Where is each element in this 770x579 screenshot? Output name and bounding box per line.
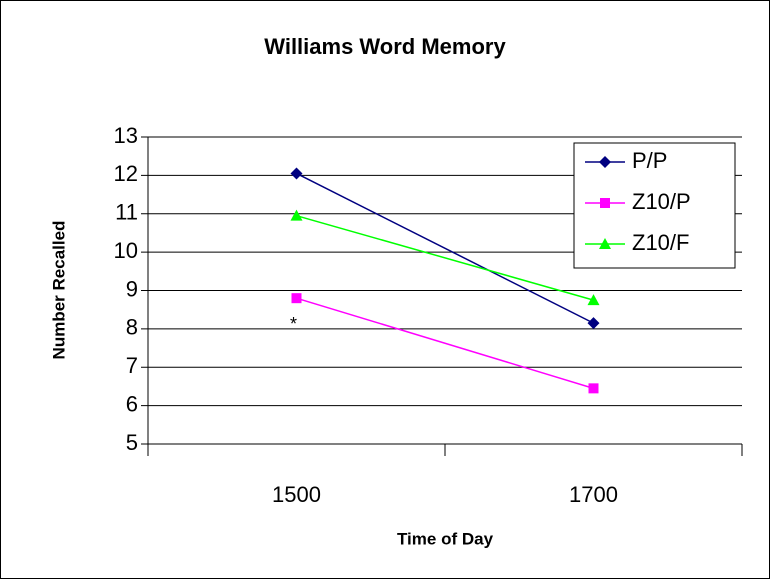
- y-tick-label: 11: [115, 200, 138, 225]
- y-tick-label: 5: [126, 430, 138, 455]
- y-axis-title: Number Recalled: [49, 221, 68, 360]
- marker: [588, 383, 599, 394]
- x-axis-title: Time of Day: [397, 529, 494, 548]
- series-line: [296, 297, 594, 390]
- y-tick-label: 9: [126, 276, 138, 301]
- marker: [599, 156, 611, 168]
- x-tick-label: 1700: [569, 482, 618, 507]
- marker: [599, 238, 611, 249]
- marker: [290, 167, 303, 180]
- legend-label: Z10/F: [632, 230, 689, 255]
- legend-label: P/P: [632, 148, 667, 173]
- annotation: *: [290, 314, 297, 334]
- y-tick-label: 6: [126, 391, 138, 416]
- series-line: [296, 172, 594, 324]
- marker: [587, 317, 600, 330]
- legend-label: Z10/P: [632, 189, 691, 214]
- y-tick-label: 12: [114, 161, 138, 186]
- marker: [291, 293, 302, 304]
- chart-title: Williams Word Memory: [264, 34, 506, 59]
- y-tick-label: 10: [114, 238, 138, 263]
- x-tick-label: 1500: [272, 482, 321, 507]
- series-line: [296, 214, 594, 301]
- y-tick-label: 7: [126, 353, 138, 378]
- marker: [290, 209, 303, 221]
- y-tick-label: 13: [114, 123, 138, 148]
- y-tick-label: 8: [126, 315, 138, 340]
- marker: [600, 198, 610, 208]
- marker: [587, 294, 600, 306]
